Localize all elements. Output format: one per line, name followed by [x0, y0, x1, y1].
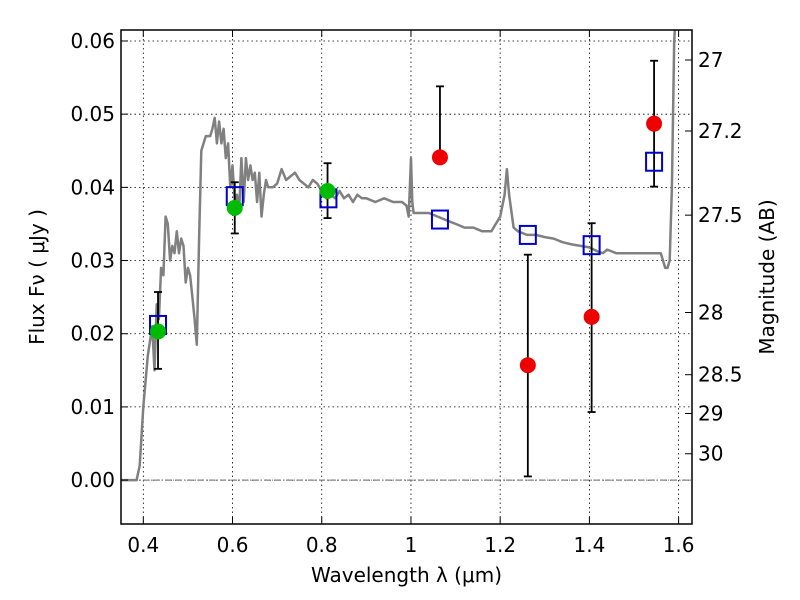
grid-lines — [121, 30, 692, 524]
x-tick-label: 0.4 — [127, 533, 159, 557]
x-tick-label: 1.2 — [484, 533, 516, 557]
y-tick-label: 0.05 — [70, 102, 115, 126]
x-tick-label: 1.4 — [573, 533, 605, 557]
x-tick-label: 1 — [405, 533, 418, 557]
right-tick-label: 30 — [698, 442, 723, 466]
y-tick-label: 0.01 — [70, 395, 115, 419]
right-tick-label: 29 — [698, 401, 723, 425]
y-tick-label: 0.02 — [70, 322, 115, 346]
model-flux-marker — [430, 209, 449, 230]
y-tick-label: 0.04 — [70, 175, 115, 199]
model-flux-marker — [582, 235, 601, 256]
axes-frame — [120, 29, 693, 525]
observed-flux-marker — [519, 357, 536, 374]
x-tick-label: 0.6 — [217, 533, 249, 557]
detection-marker — [319, 183, 336, 200]
right-tick-label: 28.5 — [698, 363, 743, 387]
right-axis-label: Magnitude (AB) — [755, 199, 779, 354]
right-tick-label: 28 — [698, 300, 723, 324]
x-tick-label: 0.8 — [306, 533, 338, 557]
axis-ticks: 0.4 0.6 0.8 1 1.2 1.4 1.6 0.00 0.01 0.02 0.03 0.04 0… — [70, 29, 742, 557]
right-tick-label: 27 — [698, 48, 723, 72]
model-flux-marker — [518, 224, 537, 245]
detection-marker — [226, 199, 243, 216]
observed-flux-marker — [583, 308, 600, 325]
observed-flux-marker — [431, 149, 448, 166]
x-tick-label: 1.6 — [663, 533, 695, 557]
plot-area — [121, 30, 677, 482]
model-flux-marker — [645, 151, 664, 172]
detection-marker — [150, 323, 167, 340]
observed-flux-marker — [646, 115, 663, 132]
model-spectrum-line — [121, 30, 677, 482]
y-axis-label: Flux Fν ( μJy ) — [25, 209, 49, 345]
y-tick-label: 0.06 — [70, 29, 115, 53]
right-tick-label: 27.2 — [698, 119, 743, 143]
right-tick-label: 27.5 — [698, 203, 743, 227]
x-axis-label: Wavelength λ (μm) — [311, 563, 502, 587]
y-tick-label: 0.00 — [70, 468, 115, 492]
y-tick-label: 0.03 — [70, 249, 115, 273]
